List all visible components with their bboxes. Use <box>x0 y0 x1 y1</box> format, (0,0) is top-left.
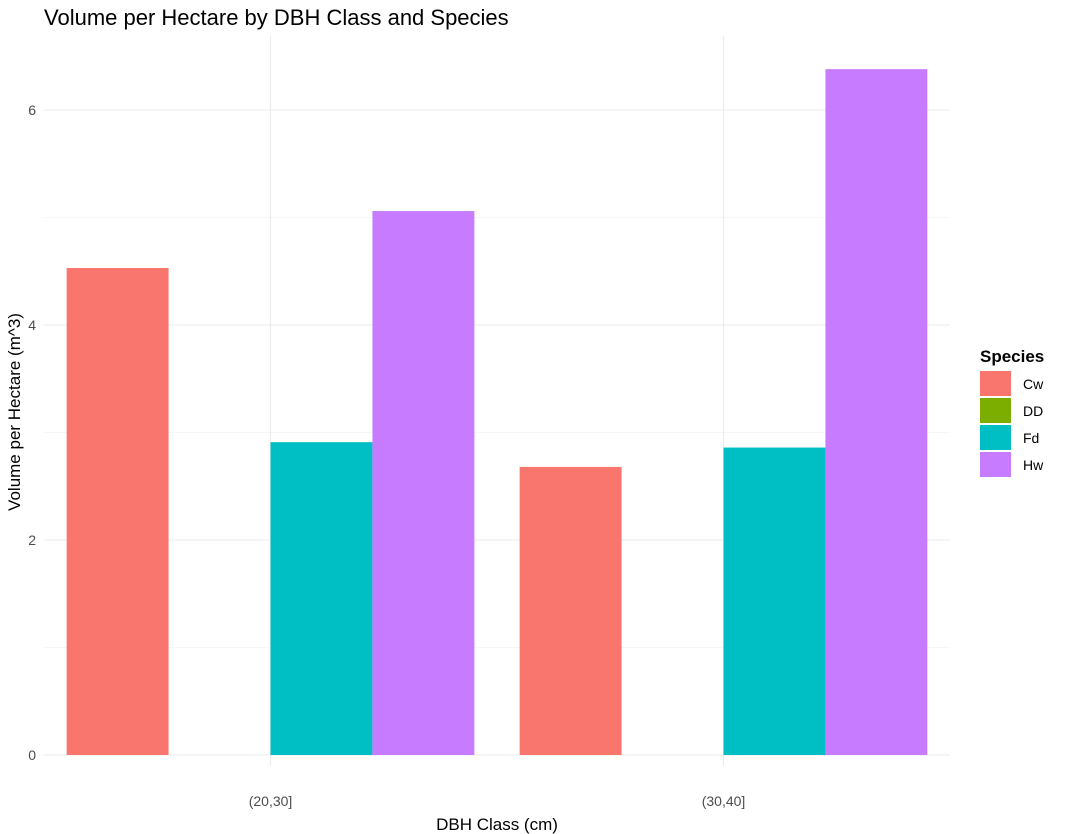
legend: Species Cw DD Fd Hw <box>980 347 1044 477</box>
y-axis-ticks: 0 2 4 6 <box>28 102 36 763</box>
bar-cw <box>66 268 169 755</box>
legend-label-fd: Fd <box>1023 430 1039 446</box>
bar-fd <box>270 442 373 755</box>
chart-title: Volume per Hectare by DBH Class and Spec… <box>44 5 509 30</box>
legend-label-hw: Hw <box>1023 457 1044 473</box>
bar-hw <box>825 69 928 755</box>
y-axis-title: Volume per Hectare (m^3) <box>5 313 24 511</box>
y-tick-label: 6 <box>28 102 36 118</box>
x-tick-label: (30,40] <box>702 793 746 809</box>
legend-key-dd <box>980 398 1011 423</box>
legend-key-cw <box>980 371 1011 396</box>
legend-items: Cw DD Fd Hw <box>980 371 1044 477</box>
grid <box>44 36 950 766</box>
bar-fd <box>723 447 826 755</box>
legend-label-dd: DD <box>1023 403 1043 419</box>
legend-key-fd <box>980 425 1011 450</box>
x-axis-title: DBH Class (cm) <box>436 815 558 834</box>
y-tick-label: 0 <box>28 747 36 763</box>
legend-title: Species <box>980 347 1044 366</box>
x-tick-label: (20,30] <box>249 793 293 809</box>
bar-hw <box>372 211 475 756</box>
bars <box>66 69 928 756</box>
y-tick-label: 4 <box>28 317 36 333</box>
y-tick-label: 2 <box>28 532 36 548</box>
x-axis-ticks: (20,30] (30,40] <box>249 793 746 809</box>
legend-label-cw: Cw <box>1023 376 1044 392</box>
legend-key-hw <box>980 452 1011 477</box>
bar-cw <box>519 466 622 755</box>
